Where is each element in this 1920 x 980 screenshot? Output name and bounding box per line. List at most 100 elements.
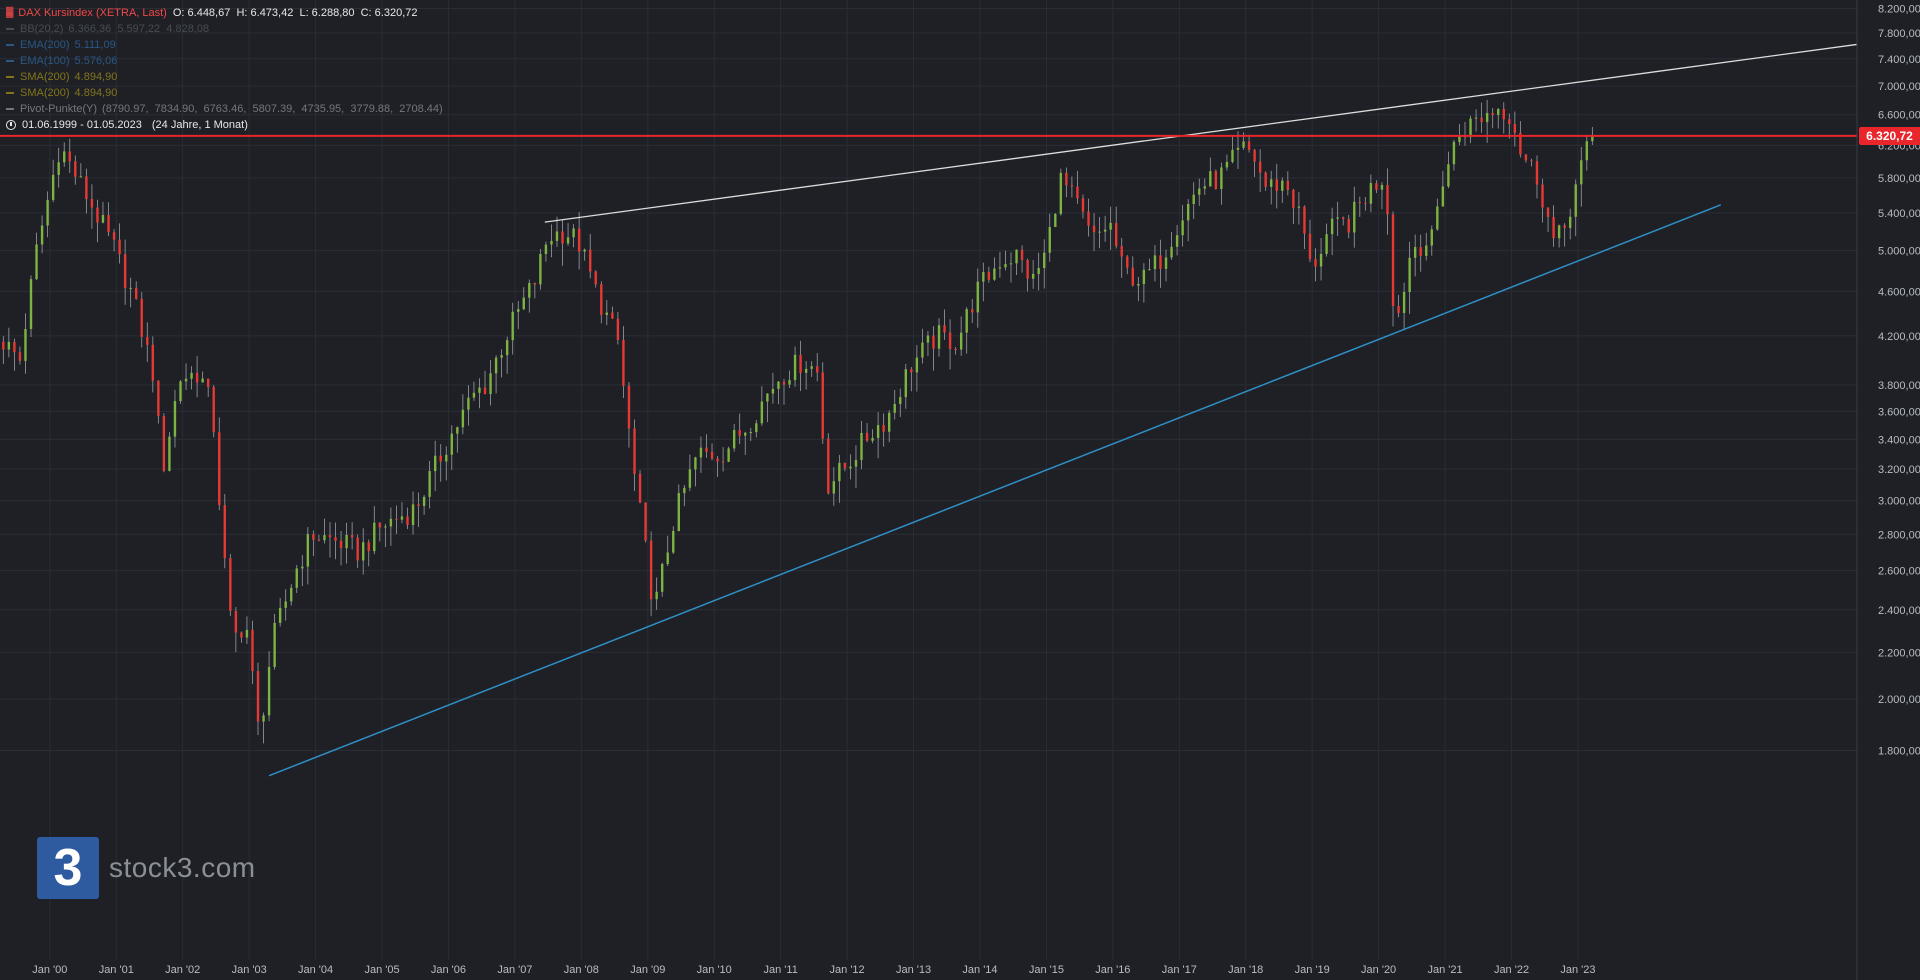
candle-up bbox=[555, 231, 559, 241]
legend-title-row: ▓ DAX Kursindex (XETRA, Last) O: 6.448,6… bbox=[6, 5, 443, 21]
legend-indicator-row[interactable]: BB(20,2) 6.366,36 5.597,22 4.828,08 bbox=[6, 21, 443, 37]
x-tick-label: Jan '07 bbox=[497, 964, 532, 976]
candle-down bbox=[334, 537, 337, 541]
candle-up bbox=[771, 388, 775, 394]
candle-up bbox=[450, 433, 453, 455]
candle-down bbox=[622, 339, 625, 386]
y-tick-label: 5.400,00 bbox=[1878, 208, 1920, 220]
candle-down bbox=[1120, 246, 1123, 257]
legend-indicator-row[interactable]: SMA(200) 4.894,90 bbox=[6, 85, 443, 101]
candle-up bbox=[876, 425, 880, 438]
candle-up bbox=[732, 430, 736, 449]
candle-up bbox=[489, 373, 492, 395]
candle-up bbox=[63, 151, 66, 163]
candle-down bbox=[395, 518, 398, 520]
grid bbox=[0, 0, 1857, 960]
indicator-values: 4.894,90 bbox=[74, 71, 118, 83]
x-tick-label: Jan '04 bbox=[298, 964, 333, 976]
candle-up bbox=[422, 496, 426, 506]
candle-up bbox=[899, 397, 902, 404]
candle-down bbox=[74, 161, 77, 177]
legend-indicator-row[interactable]: Pivot-Punkte(Y) (8790.97, 7834.90, 6763.4… bbox=[6, 101, 443, 117]
candle-down bbox=[350, 534, 354, 538]
candle-up bbox=[793, 354, 797, 381]
y-tick-label: 3.600,00 bbox=[1878, 406, 1920, 418]
candle-up bbox=[1220, 167, 1223, 190]
candle-up bbox=[1574, 184, 1577, 217]
candle-down bbox=[910, 369, 913, 373]
candle-up bbox=[461, 409, 465, 428]
candle-up bbox=[1048, 227, 1051, 253]
candle-down bbox=[716, 458, 719, 462]
candle-up bbox=[550, 240, 553, 245]
candle-up bbox=[1015, 249, 1018, 264]
candle-up bbox=[1441, 186, 1445, 207]
indicator-values: (8790.97, 7834.90, 6763.46, 5807.39, 473… bbox=[102, 103, 443, 115]
chart-type-icon: ▓ bbox=[6, 7, 14, 18]
candle-down bbox=[1275, 179, 1278, 191]
candle-down bbox=[234, 610, 238, 633]
indicator-label: SMA(200) bbox=[20, 87, 70, 99]
candle-up bbox=[1408, 257, 1411, 293]
candle-down bbox=[1026, 260, 1029, 279]
candle-up bbox=[511, 311, 514, 341]
candle-up bbox=[245, 629, 249, 638]
candle-down bbox=[589, 249, 592, 272]
candle-up bbox=[777, 381, 780, 389]
candle-up bbox=[1402, 292, 1406, 314]
candle-down bbox=[339, 540, 343, 549]
legend-indicator-row[interactable]: SMA(200) 4.894,90 bbox=[6, 69, 443, 85]
candle-down bbox=[738, 430, 741, 436]
candle-up bbox=[965, 309, 968, 333]
candle-up bbox=[46, 199, 49, 226]
candle-down bbox=[821, 372, 824, 439]
candle-down bbox=[1341, 217, 1345, 219]
candle-up bbox=[1325, 234, 1328, 254]
candle-down bbox=[1126, 256, 1129, 268]
candle-up bbox=[854, 460, 858, 467]
candle-up bbox=[467, 397, 470, 410]
candle-down bbox=[240, 632, 243, 638]
candle-down bbox=[1286, 180, 1290, 190]
candle-down bbox=[799, 354, 802, 373]
candle-up bbox=[522, 297, 525, 310]
candle-up bbox=[1591, 135, 1594, 142]
candle-down bbox=[943, 325, 946, 333]
candle-down bbox=[865, 432, 869, 441]
candle-down bbox=[721, 461, 725, 463]
candle-up bbox=[921, 342, 924, 358]
candle-down bbox=[229, 558, 232, 611]
legend-indicator-row[interactable]: EMA(100) 5.576,06 bbox=[6, 53, 443, 69]
y-tick-label: 7.800,00 bbox=[1878, 28, 1920, 40]
candle-down bbox=[1375, 183, 1378, 190]
candle-down bbox=[633, 428, 636, 474]
candle-up bbox=[1242, 141, 1245, 148]
candle-up bbox=[1281, 180, 1284, 191]
candle-up bbox=[1436, 206, 1439, 230]
candle-up bbox=[190, 372, 193, 379]
candle-down bbox=[971, 309, 974, 313]
candle-up bbox=[766, 393, 769, 402]
candle-down bbox=[1070, 185, 1074, 187]
candle-down bbox=[1491, 112, 1494, 115]
candle-down bbox=[118, 239, 121, 255]
legend-indicator-row[interactable]: EMA(200) 5.111,09 bbox=[6, 37, 443, 53]
candle-down bbox=[85, 176, 88, 200]
x-tick-label: Jan '16 bbox=[1095, 964, 1130, 976]
candle-up bbox=[1474, 117, 1478, 119]
candle-up bbox=[456, 427, 459, 434]
candle-down bbox=[378, 522, 382, 528]
candle-down bbox=[1214, 171, 1218, 190]
candle-down bbox=[627, 385, 631, 429]
candle-up bbox=[129, 287, 132, 289]
candle-down bbox=[317, 539, 321, 541]
candle-down bbox=[1065, 172, 1068, 186]
candle-down bbox=[157, 380, 160, 417]
candle-down bbox=[561, 231, 564, 244]
candle-up bbox=[24, 329, 27, 361]
candle-down bbox=[123, 254, 127, 289]
indicator-swatch bbox=[6, 60, 14, 62]
candle-down bbox=[710, 451, 714, 459]
x-tick-label: Jan '14 bbox=[962, 964, 997, 976]
